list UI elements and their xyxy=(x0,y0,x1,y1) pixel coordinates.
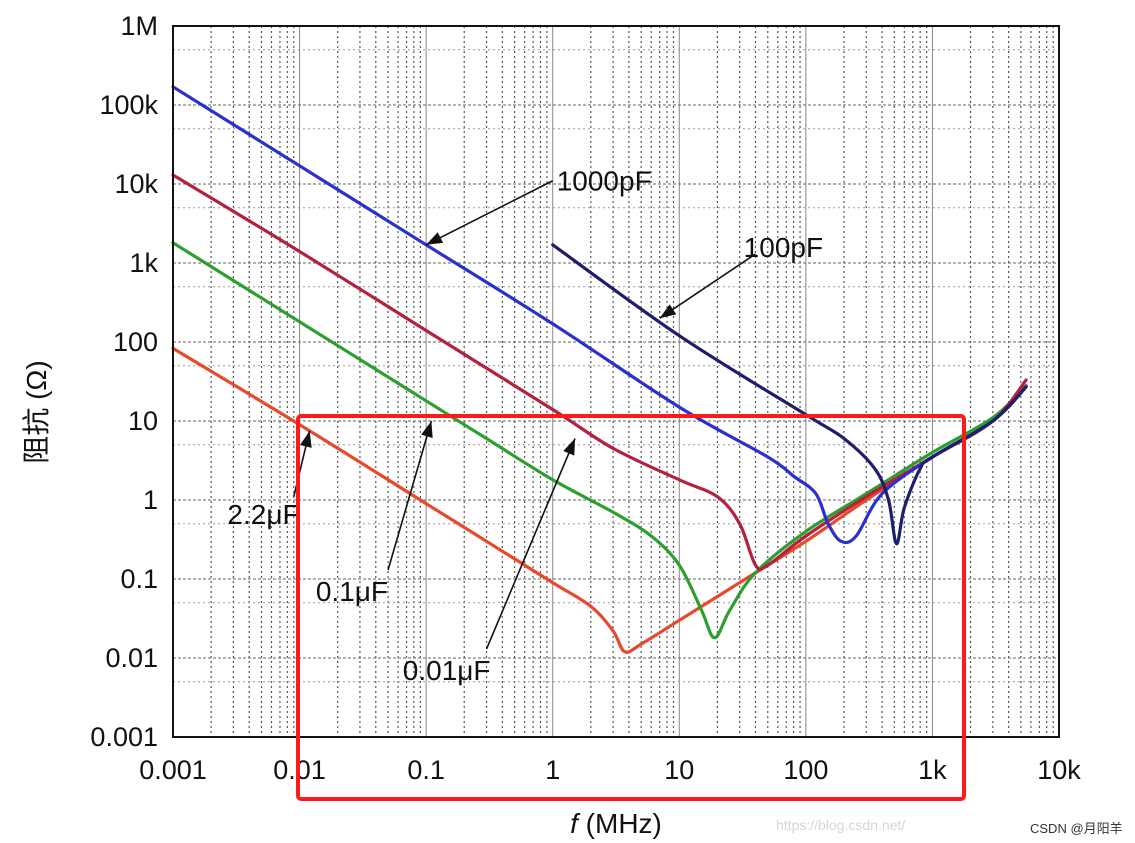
y-tick-label: 1 xyxy=(143,485,158,515)
y-tick-label: 100k xyxy=(99,90,158,120)
annotation-label-0.1μF: 0.1μF xyxy=(316,576,388,607)
highlight-box xyxy=(296,414,966,801)
x-tick-label: 0.001 xyxy=(139,755,207,785)
x-tick-label: 1 xyxy=(545,755,560,785)
series-line-1000pF xyxy=(171,85,1028,545)
annotation-label-2.2μF: 2.2μF xyxy=(227,499,299,530)
blog-watermark: https://blog.csdn.net/ xyxy=(776,817,905,833)
y-tick-label: 0.001 xyxy=(90,722,158,752)
x-tick-label: 100 xyxy=(783,755,828,785)
annotation-arrow-0.1μF xyxy=(387,420,433,571)
annotation-arrow-1000pF xyxy=(425,180,554,246)
plot-frame xyxy=(172,25,1060,738)
y-tick-labels: 0.001 0.01 0.1 1 10 100 1k 10k 100k 1M xyxy=(90,11,158,752)
annotations: 1000pF 100pF 2.2μF 0.1μF 0.01μF xyxy=(227,166,823,686)
series-line-0.1μF xyxy=(171,241,1028,640)
x-tick-label: 10 xyxy=(664,755,694,785)
y-tick-label: 0.01 xyxy=(105,643,158,673)
series-line-0.01μF xyxy=(171,173,1028,572)
y-tick-label: 1k xyxy=(129,248,158,278)
annotation-arrowhead-1000pF xyxy=(426,232,444,245)
annotation-arrowhead-2.2μF xyxy=(300,430,312,448)
annotation-label-0.01μF: 0.01μF xyxy=(403,655,491,686)
y-tick-label: 100 xyxy=(113,327,158,357)
x-tick-labels: 0.001 0.01 0.1 1 10 100 1k 10k xyxy=(139,755,1081,785)
series-line-100pF xyxy=(551,243,1028,546)
annotation-arrow-0.01μF xyxy=(485,438,576,650)
y-tick-label: 0.1 xyxy=(120,564,158,594)
csdn-credit: CSDN @月阳羊 xyxy=(1030,821,1123,836)
x-axis-label-rest: (MHz) xyxy=(578,808,662,839)
x-axis-label-italic: f xyxy=(570,808,581,839)
x-tick-label: 0.1 xyxy=(407,755,445,785)
y-tick-label: 10 xyxy=(128,406,158,436)
y-tick-label: 1M xyxy=(120,11,158,41)
annotation-arrowhead-100pF xyxy=(659,304,677,319)
x-axis-label: f (MHz) xyxy=(570,808,662,839)
grid xyxy=(173,26,1059,737)
annotation-label-1000pF: 1000pF xyxy=(557,166,652,197)
series-group xyxy=(171,85,1028,654)
x-tick-label: 10k xyxy=(1037,755,1081,785)
annotation-label-100pF: 100pF xyxy=(744,232,823,263)
y-tick-label: 10k xyxy=(114,169,158,199)
x-tick-label: 1k xyxy=(918,755,947,785)
annotation-arrowhead-0.1μF xyxy=(421,421,433,439)
plot-background xyxy=(173,26,1059,737)
annotation-arrowhead-0.01μF xyxy=(563,438,576,456)
y-axis-label: 阻抗 (Ω) xyxy=(21,360,52,463)
series-line-2.2μF xyxy=(171,346,1028,654)
annotation-arrow-100pF xyxy=(659,253,756,319)
